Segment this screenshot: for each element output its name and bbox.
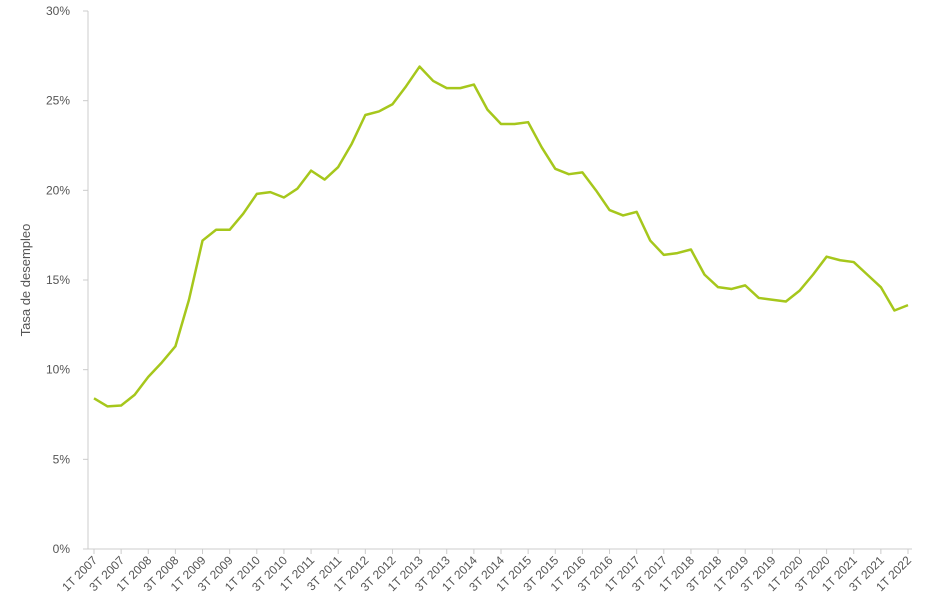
y-tick-label: 20% <box>46 183 70 197</box>
y-tick-label: 0% <box>53 542 71 556</box>
y-tick-label: 10% <box>46 363 70 377</box>
y-tick-label: 25% <box>46 94 70 108</box>
y-tick-label: 30% <box>46 4 70 18</box>
y-axis-label: Tasa de desempleo <box>18 224 33 337</box>
y-tick-label: 15% <box>46 273 70 287</box>
data-line <box>93 65 909 408</box>
y-tick-label: 5% <box>53 452 71 466</box>
